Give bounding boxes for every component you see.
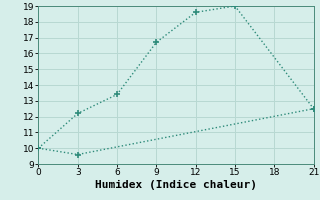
X-axis label: Humidex (Indice chaleur): Humidex (Indice chaleur) [95, 180, 257, 190]
